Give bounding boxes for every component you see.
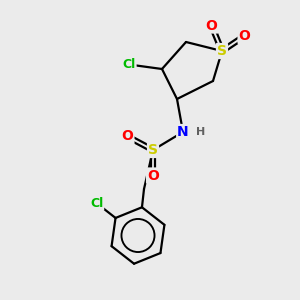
Text: N: N <box>177 125 189 139</box>
Text: O: O <box>238 29 250 43</box>
Text: O: O <box>147 169 159 182</box>
Text: H: H <box>196 127 206 137</box>
Text: Cl: Cl <box>122 58 136 71</box>
Text: O: O <box>122 130 134 143</box>
Text: O: O <box>206 19 218 32</box>
Text: Cl: Cl <box>90 197 103 210</box>
Text: S: S <box>148 143 158 157</box>
Text: S: S <box>217 44 227 58</box>
